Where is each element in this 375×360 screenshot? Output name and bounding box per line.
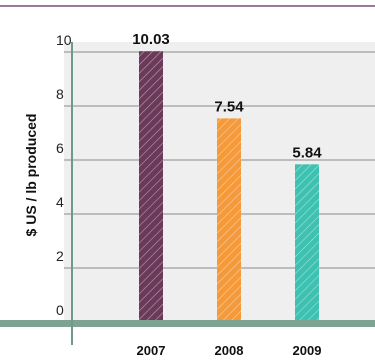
x-tick-label-2007: 2007 — [137, 343, 166, 358]
bar-hatch-2007 — [139, 51, 163, 322]
value-labels: 10.03 7.54 5.84 — [132, 31, 322, 161]
x-tick-labels: 2007 2008 2009 — [137, 343, 322, 358]
bar-hatch-2009 — [295, 164, 319, 322]
y-tick-label: 6 — [56, 140, 64, 156]
y-tick-label: 8 — [56, 86, 64, 102]
y-axis-label: $ US / lb produced — [23, 114, 39, 237]
x-tick-label-2008: 2008 — [215, 343, 244, 358]
y-tick-label: 4 — [56, 194, 64, 210]
y-tick-label: 10 — [56, 32, 72, 48]
bars — [139, 51, 319, 322]
value-label-2007: 10.03 — [132, 31, 170, 48]
y-tick-label: 0 — [56, 302, 64, 318]
x-tick-label-2009: 2009 — [293, 343, 322, 358]
y-tick-label: 2 — [56, 248, 64, 264]
y-tick-labels: 0 2 4 6 8 10 — [56, 32, 72, 318]
bar-hatch-2008 — [217, 118, 241, 322]
baseline-band — [0, 320, 375, 327]
value-label-2009: 5.84 — [292, 144, 322, 161]
value-label-2008: 7.54 — [214, 98, 244, 115]
